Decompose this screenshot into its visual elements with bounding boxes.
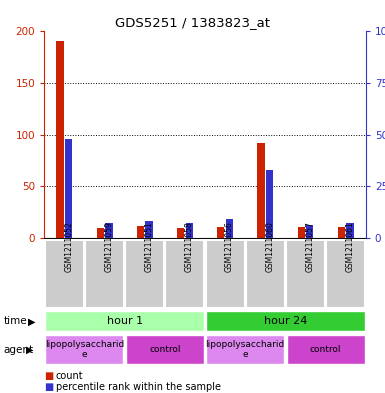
FancyBboxPatch shape	[206, 311, 365, 331]
Text: ▶: ▶	[26, 345, 33, 355]
Bar	[65, 139, 72, 238]
Bar	[177, 228, 184, 238]
Text: hour 24: hour 24	[264, 316, 307, 326]
Text: control: control	[149, 345, 181, 354]
FancyBboxPatch shape	[126, 335, 204, 364]
Bar	[146, 221, 153, 238]
Text: GSM1211051: GSM1211051	[145, 221, 154, 272]
Text: GSM1211060: GSM1211060	[265, 221, 274, 272]
Bar	[105, 223, 112, 238]
FancyBboxPatch shape	[206, 241, 244, 308]
Text: ■: ■	[44, 382, 54, 392]
Bar	[226, 219, 233, 238]
FancyBboxPatch shape	[125, 241, 164, 308]
Text: GSM1211057: GSM1211057	[305, 221, 315, 272]
Text: percentile rank within the sample: percentile rank within the sample	[56, 382, 221, 392]
Text: ■: ■	[44, 371, 54, 381]
Text: count: count	[56, 371, 84, 381]
FancyBboxPatch shape	[326, 241, 365, 308]
Text: GDS5251 / 1383823_at: GDS5251 / 1383823_at	[115, 16, 270, 29]
Text: ▶: ▶	[28, 316, 35, 326]
Text: control: control	[310, 345, 341, 354]
Bar	[306, 225, 313, 238]
Bar	[266, 170, 273, 238]
Text: GSM1211056: GSM1211056	[225, 221, 234, 272]
Text: GSM1211061: GSM1211061	[346, 221, 355, 272]
Text: time: time	[4, 316, 27, 326]
FancyBboxPatch shape	[286, 241, 325, 308]
Bar	[257, 143, 264, 238]
Text: agent: agent	[4, 345, 34, 355]
Bar	[137, 226, 144, 238]
FancyBboxPatch shape	[45, 311, 204, 331]
Bar	[298, 228, 305, 238]
Text: lipopolysaccharid
e: lipopolysaccharid e	[45, 340, 124, 360]
FancyBboxPatch shape	[45, 335, 124, 364]
Bar	[338, 228, 345, 238]
Bar	[217, 228, 224, 238]
FancyBboxPatch shape	[85, 241, 124, 308]
Text: GSM1211058: GSM1211058	[185, 221, 194, 272]
FancyBboxPatch shape	[166, 241, 204, 308]
Text: GSM1211059: GSM1211059	[105, 221, 114, 272]
Text: hour 1: hour 1	[107, 316, 143, 326]
Text: lipopolysaccharid
e: lipopolysaccharid e	[206, 340, 285, 360]
FancyBboxPatch shape	[286, 335, 365, 364]
Bar	[186, 223, 193, 238]
FancyBboxPatch shape	[206, 335, 284, 364]
Bar	[57, 41, 64, 238]
Bar	[346, 223, 353, 238]
Bar	[97, 228, 104, 238]
Text: GSM1211052: GSM1211052	[64, 221, 74, 272]
FancyBboxPatch shape	[45, 241, 84, 308]
FancyBboxPatch shape	[246, 241, 285, 308]
